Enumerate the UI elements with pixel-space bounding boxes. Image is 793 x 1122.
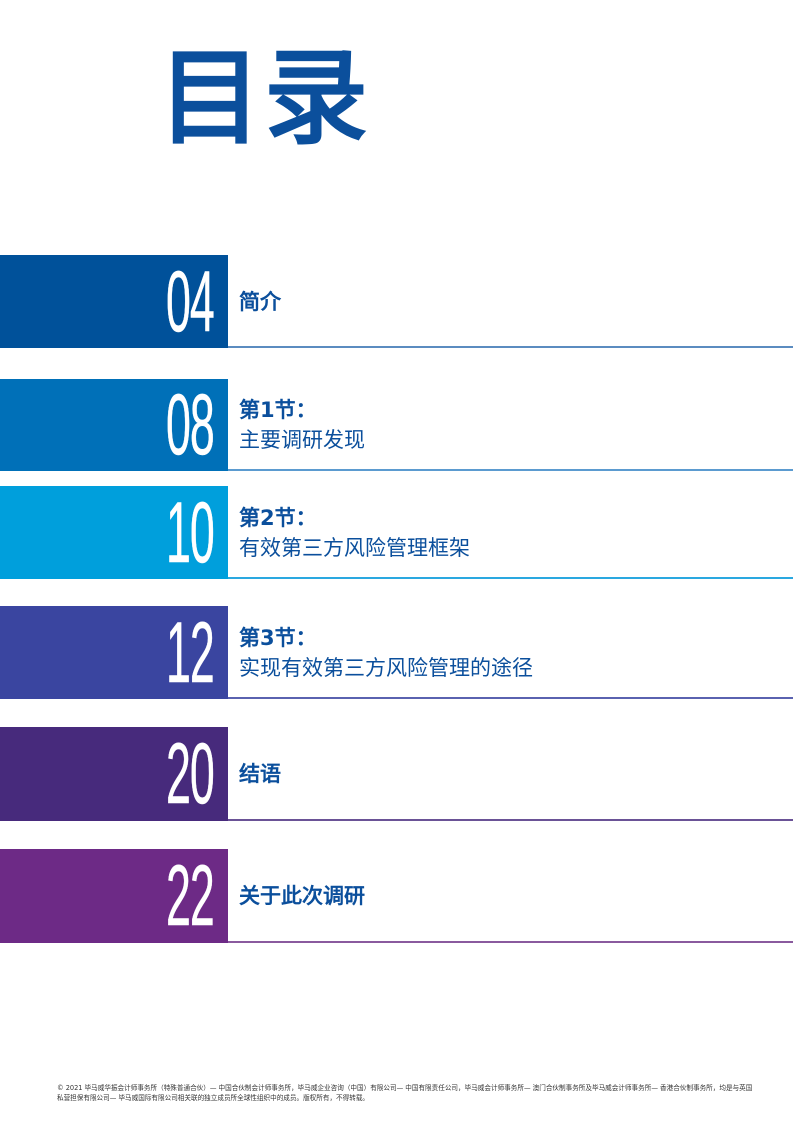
entry-text: 关于此次调研 <box>239 881 365 911</box>
divider <box>228 697 793 699</box>
entry-text: 结语 <box>239 759 281 789</box>
page-number: 22 <box>166 848 215 944</box>
divider <box>228 941 793 943</box>
toc-entry[interactable]: 20 结语 <box>0 727 793 821</box>
page-number: 04 <box>166 253 215 350</box>
page-number: 20 <box>166 726 215 822</box>
toc-entry[interactable]: 22 关于此次调研 <box>0 849 793 943</box>
page-number-block: 20 <box>0 727 228 821</box>
toc-entry[interactable]: 10 第2节： 有效第三方风险管理框架 <box>0 486 793 579</box>
entry-title: 结语 <box>239 762 281 786</box>
entry-title: 简介 <box>239 289 281 314</box>
section-label: 第3节： <box>239 625 317 650</box>
copyright-footer: © 2021 毕马威华振会计师事务所（特殊普通合伙）— 中国合伙制会计师事务所，… <box>57 1084 753 1102</box>
entry-text: 第1节： 主要调研发现 <box>239 395 365 455</box>
entry-title: 关于此次调研 <box>239 884 365 908</box>
divider <box>228 819 793 821</box>
toc-entry[interactable]: 08 第1节： 主要调研发现 <box>0 379 793 471</box>
divider <box>228 577 793 579</box>
toc-entry[interactable]: 12 第3节： 实现有效第三方风险管理的途径 <box>0 606 793 699</box>
page-number-block: 08 <box>0 379 228 471</box>
page-number-block: 10 <box>0 486 228 579</box>
entry-text: 第2节： 有效第三方风险管理框架 <box>239 503 470 563</box>
divider <box>228 346 793 348</box>
divider <box>228 469 793 471</box>
page-number-block: 12 <box>0 606 228 699</box>
page-number: 08 <box>166 377 215 473</box>
entry-text: 简介 <box>239 287 281 317</box>
section-label: 第1节： <box>239 398 317 422</box>
entry-title: 有效第三方风险管理框架 <box>239 535 470 560</box>
toc-entry[interactable]: 04 简介 <box>0 255 793 348</box>
page-number-block: 22 <box>0 849 228 943</box>
entry-title: 主要调研发现 <box>239 428 365 452</box>
section-label: 第2节： <box>239 505 317 530</box>
page-number-block: 04 <box>0 255 228 348</box>
page-number: 10 <box>166 484 215 581</box>
entry-text: 第3节： 实现有效第三方风险管理的途径 <box>239 623 533 683</box>
entry-title: 实现有效第三方风险管理的途径 <box>239 655 533 680</box>
page-title: 目录 <box>158 37 371 159</box>
page-number: 12 <box>166 604 215 701</box>
